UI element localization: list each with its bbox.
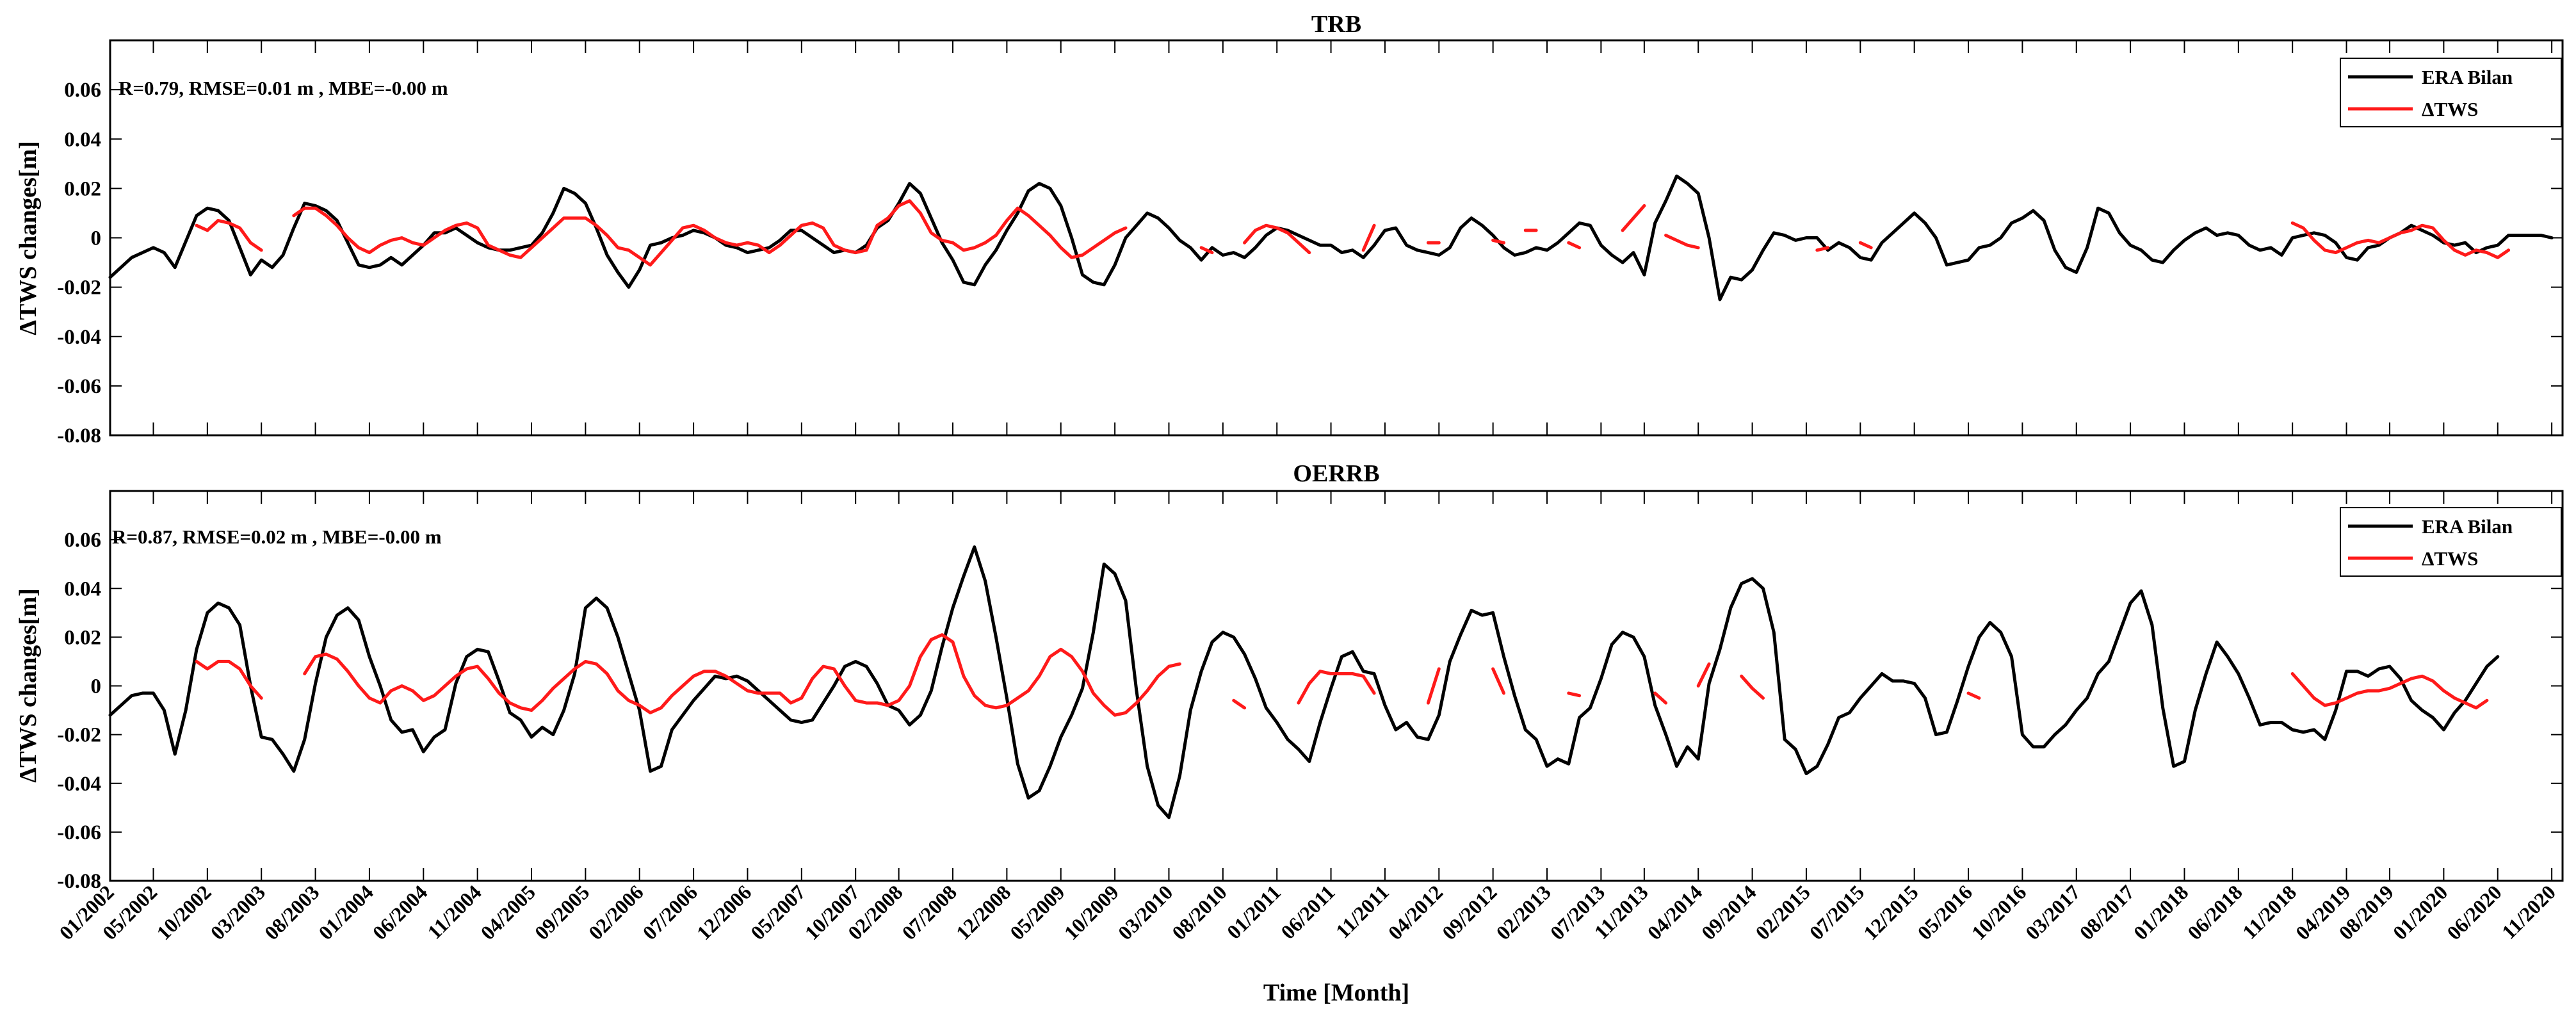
series-line-dtws bbox=[1426, 667, 1441, 705]
series-area bbox=[108, 545, 2500, 819]
y-tick-label: 0.06 bbox=[64, 79, 101, 102]
y-tick-label: 0.02 bbox=[64, 177, 101, 200]
series-line-era-bilan bbox=[108, 174, 2554, 301]
series-line-era-bilan bbox=[108, 545, 2500, 819]
series-line-dtws bbox=[1491, 667, 1505, 695]
series-line-dtws bbox=[2290, 672, 2489, 710]
y-axis-label: ΔTWS changes[m] bbox=[15, 588, 42, 783]
series-line-dtws bbox=[1966, 691, 1981, 700]
y-tick-label: -0.04 bbox=[57, 773, 101, 796]
series-line-dtws bbox=[1491, 238, 1505, 245]
series-line-dtws bbox=[1664, 234, 1700, 250]
series-line-dtws bbox=[195, 659, 263, 700]
y-tick-label: -0.02 bbox=[57, 724, 101, 747]
y-tick-label: 0 bbox=[91, 675, 102, 698]
legend-label-dtws: ΔTWS bbox=[2422, 547, 2478, 570]
y-tick-label: -0.04 bbox=[57, 326, 101, 349]
legend-label-era: ERA Bilan bbox=[2422, 66, 2513, 88]
x-axis-label: Time [Month] bbox=[1263, 979, 1409, 1006]
series-line-dtws bbox=[1232, 698, 1247, 710]
stats-annotation: R=0.87, RMSE=0.02 m , MBE=-0.00 m bbox=[112, 526, 442, 548]
series-line-dtws bbox=[1243, 223, 1311, 255]
panel-trb: TRB -0.08 -0.06 -0.04 -0.02 0 0.02 0.04 0.06 ΔT… bbox=[15, 11, 2564, 447]
y-tick-label: -0.08 bbox=[57, 870, 101, 893]
series-line-dtws bbox=[1199, 246, 1214, 255]
series-area bbox=[108, 174, 2554, 301]
series-line-dtws bbox=[1567, 241, 1582, 250]
series-line-dtws bbox=[2290, 221, 2511, 259]
axes-frame bbox=[109, 490, 2564, 882]
series-line-dtws bbox=[292, 199, 1128, 267]
series-line-dtws bbox=[1297, 670, 1376, 705]
series-line-dtws bbox=[1361, 223, 1376, 252]
panel-oerrb: OERRB -0.08-0.06-0.04-0.0200.020.040.06 … bbox=[15, 460, 2564, 893]
legend-label-dtws: ΔTWS bbox=[2422, 98, 2478, 120]
y-tick-label: 0.02 bbox=[64, 626, 101, 649]
panel-ticks: -0.08 -0.06 -0.04 -0.02 0 0.02 0.04 0.06 bbox=[57, 491, 2563, 893]
y-tick-label: 0 bbox=[91, 227, 102, 250]
y-axis-label: ΔTWS changes[m] bbox=[15, 141, 42, 335]
y-tick-label: -0.08 bbox=[57, 424, 101, 447]
series-line-dtws bbox=[1653, 691, 1668, 705]
panel-ticks: -0.08 -0.06 -0.04 -0.02 0 0.02 0.04 0.06 bbox=[57, 40, 2563, 447]
series-line-dtws bbox=[1567, 691, 1582, 698]
legend-box bbox=[2340, 58, 2562, 127]
series-line-dtws bbox=[1740, 674, 1765, 700]
series-line-dtws bbox=[195, 219, 263, 252]
panel-title: TRB bbox=[1311, 11, 1361, 38]
panel-title: OERRB bbox=[1293, 460, 1379, 487]
stats-annotation: R=0.79, RMSE=0.01 m , MBE=-0.00 m bbox=[118, 77, 448, 99]
legend-box bbox=[2340, 507, 2562, 577]
y-tick-label: -0.02 bbox=[57, 277, 101, 300]
legend: ERA Bilan ΔTWS bbox=[2340, 58, 2562, 127]
series-line-dtws bbox=[1696, 662, 1711, 687]
series-line-dtws bbox=[303, 633, 1181, 717]
series-line-dtws bbox=[1858, 241, 1873, 250]
axes-frame bbox=[109, 39, 2564, 437]
series-line-dtws bbox=[1815, 246, 1830, 252]
series-line-dtws bbox=[1621, 204, 1646, 232]
legend: ERA Bilan ΔTWS bbox=[2340, 507, 2562, 577]
y-tick-label: 0.04 bbox=[64, 577, 101, 600]
y-tick-label: -0.06 bbox=[57, 821, 101, 844]
y-tick-label: 0.04 bbox=[64, 128, 101, 151]
y-tick-label: 0.06 bbox=[64, 529, 101, 552]
legend-label-era: ERA Bilan bbox=[2422, 515, 2513, 538]
y-tick-label: -0.06 bbox=[57, 375, 101, 398]
